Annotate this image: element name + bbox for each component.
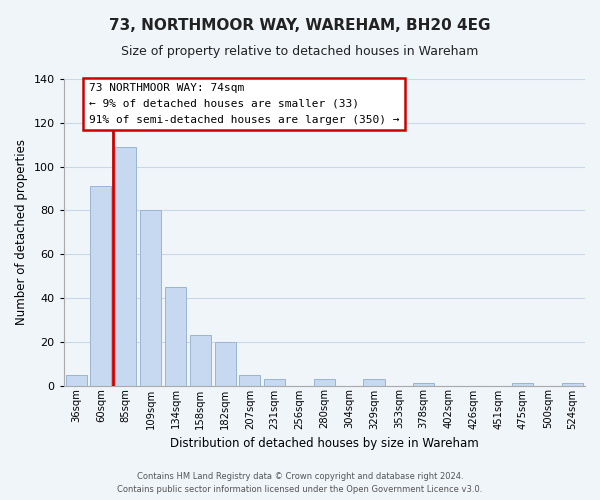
Bar [512, 384, 533, 386]
Text: 73 NORTHMOOR WAY: 74sqm
← 9% of detached houses are smaller (33)
91% of semi-det: 73 NORTHMOOR WAY: 74sqm ← 9% of detached… [89, 84, 399, 124]
Text: Size of property relative to detached houses in Wareham: Size of property relative to detached ho… [121, 45, 479, 58]
Bar [65, 374, 86, 386]
Bar [91, 186, 112, 386]
Bar [413, 384, 434, 386]
Bar [364, 379, 385, 386]
Text: 73, NORTHMOOR WAY, WAREHAM, BH20 4EG: 73, NORTHMOOR WAY, WAREHAM, BH20 4EG [109, 18, 491, 32]
Y-axis label: Number of detached properties: Number of detached properties [15, 140, 28, 326]
Bar [140, 210, 161, 386]
Bar [215, 342, 236, 386]
Bar [190, 335, 211, 386]
Text: Contains public sector information licensed under the Open Government Licence v3: Contains public sector information licen… [118, 485, 482, 494]
Bar [264, 379, 285, 386]
X-axis label: Distribution of detached houses by size in Wareham: Distribution of detached houses by size … [170, 437, 479, 450]
Bar [165, 287, 186, 386]
Bar [314, 379, 335, 386]
Bar [562, 384, 583, 386]
Text: Contains HM Land Registry data © Crown copyright and database right 2024.: Contains HM Land Registry data © Crown c… [137, 472, 463, 481]
Bar [115, 147, 136, 386]
Bar [239, 374, 260, 386]
